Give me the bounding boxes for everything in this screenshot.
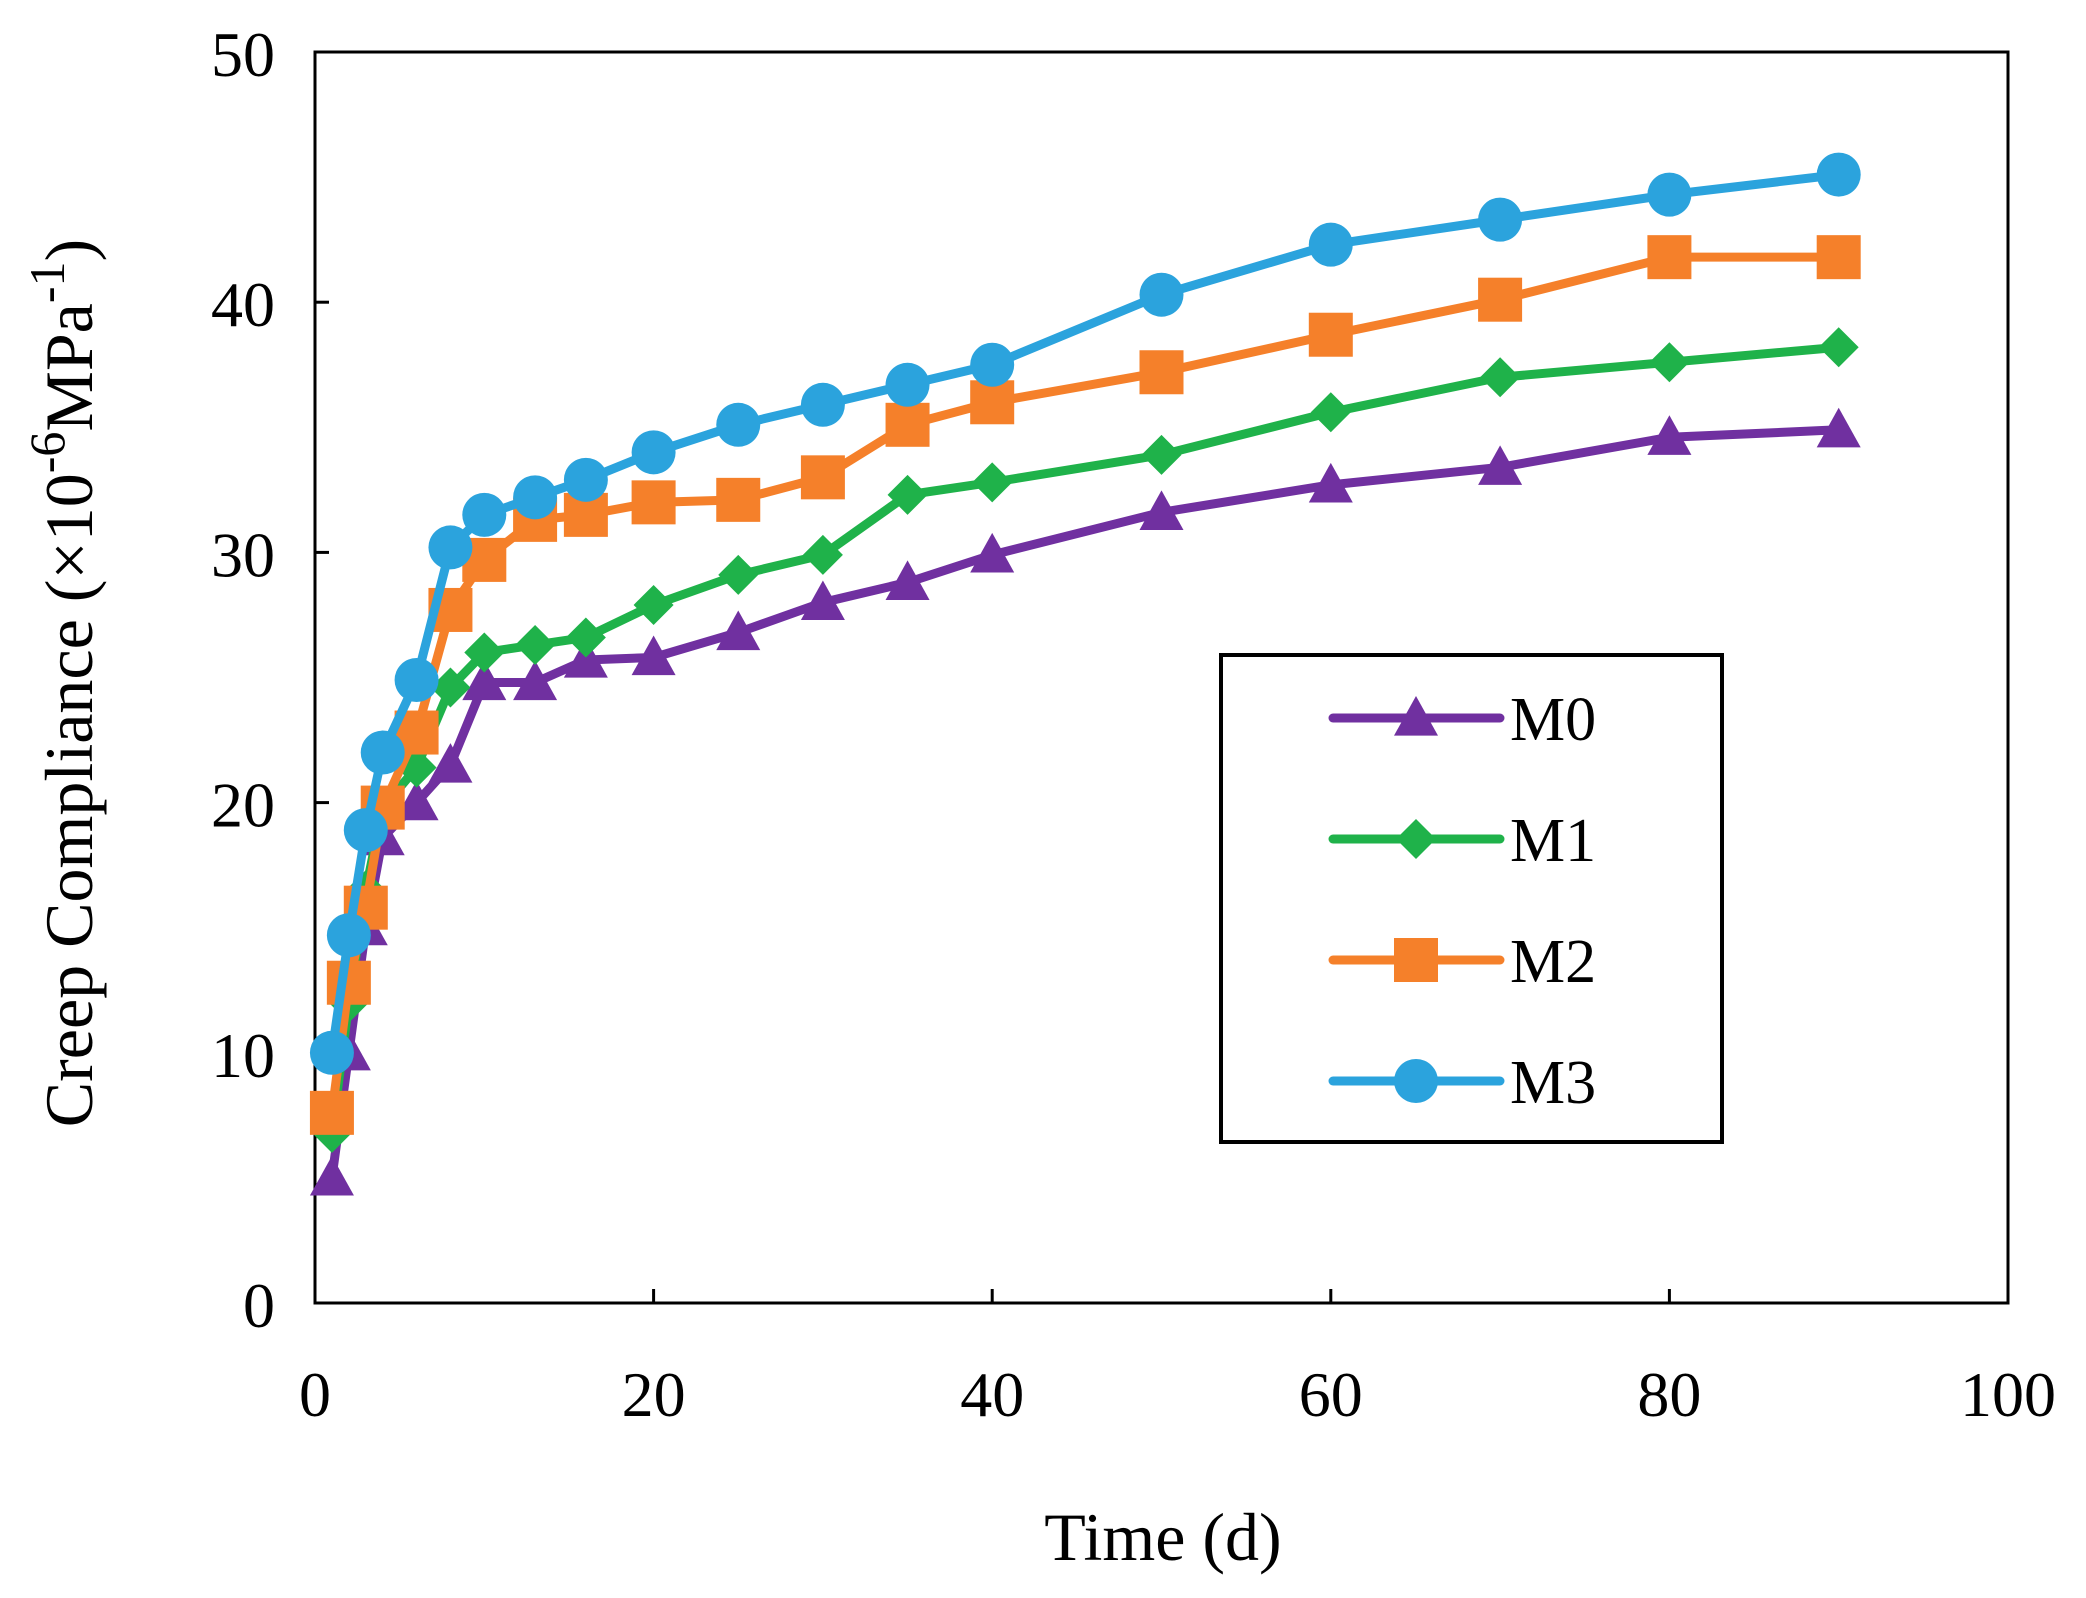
data-point-m0 — [1816, 407, 1861, 448]
plot-frame — [313, 50, 2010, 1305]
data-point-m3 — [1816, 152, 1861, 197]
data-point-m1 — [1818, 327, 1859, 368]
data-point-m0 — [1478, 445, 1523, 485]
data-point-m2 — [800, 455, 845, 500]
series-m3 — [309, 152, 1861, 1075]
x-tick-label: 20 — [622, 1359, 686, 1430]
data-point-m0 — [513, 660, 558, 701]
y-tick-label: 10 — [211, 1020, 275, 1091]
data-point-m3 — [1139, 272, 1184, 317]
y-axis-title-suffix: ) — [31, 239, 107, 262]
data-point-m1 — [1141, 434, 1182, 475]
legend-label: M0 — [1510, 686, 1596, 754]
y-axis-title-mid: MPa — [31, 303, 107, 431]
data-point-m0 — [885, 560, 930, 601]
data-point-m1 — [515, 624, 556, 665]
y-tick-label: 40 — [211, 269, 275, 340]
data-point-m0 — [309, 1155, 354, 1196]
data-point-m2 — [1478, 277, 1523, 322]
data-point-m2 — [631, 480, 676, 525]
data-point-m0 — [1139, 490, 1184, 530]
y-tick-label: 20 — [211, 770, 275, 841]
data-point-m3 — [563, 457, 608, 502]
data-point-m1 — [1310, 392, 1351, 433]
legend-swatch-marker — [1394, 696, 1438, 736]
data-point-m2 — [885, 402, 930, 447]
data-point-m0 — [1308, 462, 1353, 503]
data-point-m2 — [716, 477, 761, 522]
data-point-m2 — [1139, 350, 1184, 395]
data-point-m3 — [1647, 172, 1692, 217]
data-point-m0 — [462, 660, 507, 701]
data-point-m0 — [1647, 415, 1692, 455]
data-point-m3 — [800, 382, 845, 427]
data-point-m1 — [887, 474, 928, 515]
data-point-m2 — [1816, 235, 1861, 280]
data-point-m2 — [326, 960, 371, 1005]
legend-item-m1: M1 — [1328, 807, 1596, 875]
legend-swatch-marker — [1394, 1059, 1438, 1103]
x-axis-title: Time (d) — [1044, 1499, 1281, 1575]
legend-swatch-marker — [1394, 938, 1438, 982]
y-axis-title: Creep Compliance (×10-6MPa-1) — [19, 239, 107, 1127]
data-point-m0 — [563, 637, 608, 678]
legend-item-m0: M0 — [1328, 686, 1596, 754]
data-point-m0 — [394, 780, 439, 821]
legend-label: M3 — [1510, 1049, 1596, 1117]
legend-item-m3: M3 — [1328, 1049, 1596, 1117]
data-point-m3 — [1308, 222, 1353, 267]
legend-box — [1219, 653, 1724, 1144]
data-point-m3 — [885, 362, 930, 407]
series-m2 — [309, 235, 1861, 1135]
x-tick-label: 100 — [1960, 1359, 2056, 1430]
x-tick-label: 0 — [299, 1359, 331, 1430]
data-point-m3 — [1478, 197, 1523, 242]
legend-swatch-marker — [1396, 819, 1436, 859]
data-point-m3 — [631, 430, 676, 475]
data-point-m3 — [326, 913, 371, 958]
legend-label: M1 — [1510, 807, 1596, 875]
y-axis-title-prefix: Creep Compliance (×10 — [31, 473, 107, 1127]
data-point-m3 — [716, 402, 761, 447]
data-point-m2 — [309, 1090, 354, 1135]
y-tick-label: 0 — [243, 1270, 275, 1341]
data-point-m1 — [565, 617, 606, 658]
data-point-m3 — [513, 475, 558, 520]
y-tick-label: 30 — [211, 519, 275, 590]
data-point-m3 — [309, 1030, 354, 1075]
data-point-m1 — [464, 632, 505, 673]
data-point-m3 — [462, 492, 507, 537]
data-point-m3 — [394, 658, 439, 703]
y-tick-label: 50 — [211, 19, 275, 90]
legend-label: M2 — [1510, 928, 1596, 996]
data-point-m2 — [1308, 312, 1353, 357]
x-tick-label: 80 — [1637, 1359, 1701, 1430]
data-point-m0 — [970, 532, 1015, 573]
data-point-m0 — [631, 635, 676, 676]
data-point-m0 — [800, 580, 845, 621]
legend-item-m2: M2 — [1328, 928, 1596, 996]
x-tick-label: 60 — [1299, 1359, 1363, 1430]
data-point-m3 — [360, 730, 405, 775]
x-tick-label: 40 — [960, 1359, 1024, 1430]
data-point-m1 — [718, 554, 759, 595]
y-axis-title-exp1: -6 — [19, 432, 75, 474]
data-point-m0 — [428, 743, 473, 783]
data-point-m2 — [1647, 235, 1692, 280]
data-point-m3 — [343, 808, 388, 853]
data-point-m3 — [970, 342, 1015, 387]
data-point-m1 — [972, 462, 1013, 503]
data-point-m1 — [1649, 342, 1690, 383]
y-axis-title-exp2: -1 — [19, 261, 75, 303]
data-point-m1 — [1480, 357, 1521, 398]
data-point-m2 — [970, 380, 1015, 425]
data-point-m1 — [430, 667, 471, 708]
data-point-m0 — [716, 610, 761, 651]
data-point-m3 — [428, 525, 473, 570]
data-point-m1 — [802, 534, 843, 575]
data-point-m1 — [633, 584, 674, 625]
